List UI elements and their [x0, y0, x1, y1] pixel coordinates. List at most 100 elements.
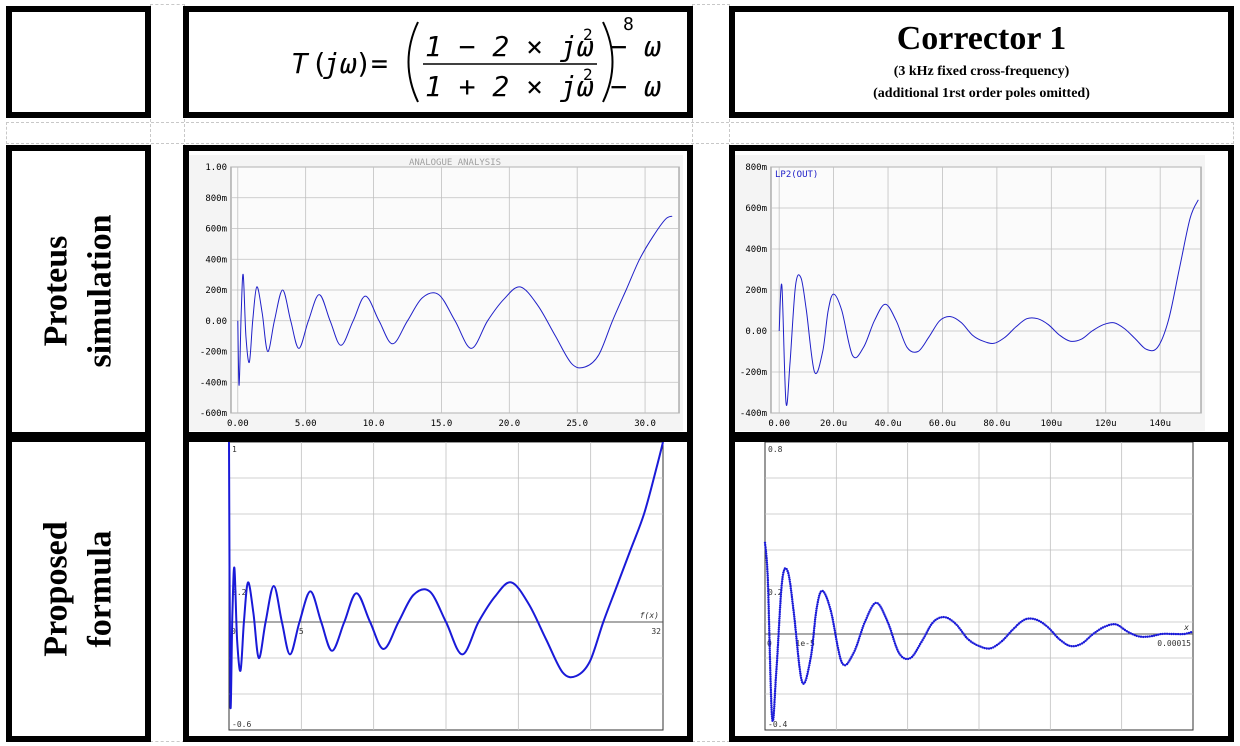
formula-right-point — [834, 635, 838, 639]
formula-right-point — [813, 618, 817, 621]
formula-left-svg: 0 5 32 1 0.2 -0.6 f(x) — [228, 441, 664, 731]
formula-right-point — [1161, 632, 1164, 636]
formula-right-series-points — [763, 541, 1193, 722]
formula-right-point — [766, 581, 770, 584]
formula-right-point — [778, 613, 781, 616]
formula-right-point — [948, 618, 951, 621]
formula-right-point — [765, 561, 769, 564]
formula-right-point — [839, 657, 842, 660]
proteus-right-series-line — [778, 199, 1199, 406]
formula-right-point — [1031, 617, 1035, 620]
formula-right-point — [766, 572, 769, 575]
header-corner-cell — [6, 6, 151, 118]
formula-right-point — [778, 606, 782, 609]
formula-right-point — [794, 628, 797, 631]
formula-right-point — [780, 580, 784, 583]
formula-right-point — [867, 612, 870, 615]
formula-right-point — [786, 569, 789, 573]
formula-right-point — [772, 714, 775, 717]
formula-right-point — [856, 641, 859, 644]
row-label-formula-line1: Proposed — [37, 521, 75, 657]
formula-right-point — [769, 682, 772, 685]
formula-right-point — [836, 644, 839, 647]
formula-right-point — [854, 647, 857, 650]
formula-right-point — [777, 626, 781, 629]
proteus-right-x-tick-label: 60.0u — [929, 419, 956, 429]
formula-right-point — [810, 653, 813, 656]
formula-right-point — [768, 642, 771, 646]
formula-right-point — [788, 578, 791, 581]
formula-right-point — [778, 617, 781, 620]
formula-right-point — [900, 655, 904, 659]
formula-right-point — [766, 574, 769, 577]
formula-right-point — [852, 651, 855, 654]
formula-right-point — [768, 629, 771, 632]
formula-right-point — [853, 649, 856, 652]
formula-right-point — [767, 592, 770, 595]
formula-right-point — [785, 567, 788, 571]
formula-right-point — [768, 640, 771, 643]
formula-right-point — [1027, 617, 1030, 620]
formula-right-point — [766, 565, 769, 569]
formula-right-point — [1060, 640, 1064, 643]
formula-right-point — [839, 659, 843, 662]
spacer-col-2 — [692, 4, 730, 742]
formula-right-point — [809, 657, 812, 660]
formula-right-point — [765, 556, 768, 560]
formula-right-point — [814, 613, 817, 617]
formula-big-close-paren — [602, 21, 614, 103]
proteus-left-x-tick-label: 20.0 — [498, 419, 520, 429]
formula-right-point — [768, 647, 771, 650]
formula-right-point — [765, 552, 768, 555]
formula-right-point — [922, 637, 925, 640]
formula-right-point — [765, 554, 768, 558]
formula-right-point — [1082, 641, 1086, 644]
formula-right-point — [776, 648, 779, 651]
formula-right-point — [892, 638, 895, 641]
formula-right-point — [779, 595, 782, 598]
proteus-right-x-tick-label: 120u — [1095, 419, 1117, 429]
formula-right-point — [946, 616, 950, 620]
formula-right-point — [814, 611, 818, 615]
formula-right-point — [886, 621, 890, 624]
formula-right-point — [800, 678, 803, 682]
proteus-right-chart: 800m 600m 400m 200m 0.00 -200m -400m 0.00 20.0u 4… — [729, 151, 1228, 437]
formula-right-point — [836, 646, 840, 650]
formula-right-point — [770, 713, 773, 716]
formula-right-point — [805, 677, 808, 680]
proteus-left-y-tick-label: 1.00 — [205, 163, 227, 173]
formula-right-point — [828, 605, 831, 609]
formula-right-point — [790, 591, 793, 594]
formula-right-point — [1110, 623, 1113, 626]
formula-right-point — [808, 664, 811, 667]
formula-right-point — [766, 583, 770, 586]
formula-right-point — [1057, 637, 1060, 640]
formula-right-point — [774, 681, 777, 684]
formula-right-point — [995, 643, 999, 647]
formula-right-point — [825, 597, 829, 600]
formula-right-point — [1039, 620, 1043, 624]
formula-right-point — [774, 674, 778, 677]
formula-right-point — [782, 571, 785, 574]
formula-right-point — [780, 584, 783, 587]
formula-right-point — [848, 659, 851, 662]
formula-right-point — [824, 593, 827, 596]
formula-right-point — [768, 651, 771, 654]
formula-right-point — [1122, 627, 1125, 630]
formula-right-point — [769, 693, 773, 696]
formula-right-point — [834, 631, 837, 634]
formula-right-point — [780, 582, 784, 585]
formula-right-point — [916, 646, 920, 649]
formula-right-point — [815, 609, 818, 612]
formula-right-point — [1120, 626, 1123, 629]
formula-right-point — [865, 616, 868, 619]
formula-right-point — [934, 618, 937, 622]
proteus-left-y-tick-label: -400m — [200, 378, 227, 388]
formula-right-point — [829, 607, 832, 611]
row-label-proteus: Proteus simulation — [35, 151, 123, 432]
formula-left-chart: 0 5 32 1 0.2 -0.6 f(x) — [189, 441, 687, 741]
formula-right-point — [776, 643, 780, 647]
formula-right-point — [767, 598, 770, 602]
formula-right-point — [795, 637, 798, 640]
formula-right-point — [1013, 627, 1016, 630]
